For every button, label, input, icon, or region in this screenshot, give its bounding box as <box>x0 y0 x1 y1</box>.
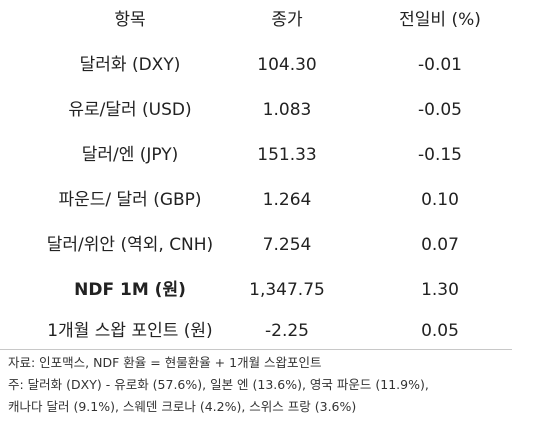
table-row: 달러화 (DXY) 104.30 -0.01 <box>0 45 550 85</box>
row-close: 1.264 <box>262 190 312 210</box>
row-close: 151.33 <box>257 145 317 165</box>
row-change: 1.30 <box>421 280 459 300</box>
source-note: 자료: 인포맥스, NDF 환율 = 현물환율 + 1개월 스왑포인트 <box>8 355 322 370</box>
table-notes: 자료: 인포맥스, NDF 환율 = 현물환율 + 1개월 스왑포인트 주: 달… <box>8 352 548 418</box>
row-close: 7.254 <box>262 235 312 255</box>
row-change: -0.15 <box>418 145 462 165</box>
row-change: -0.05 <box>418 100 462 120</box>
table-row: 1개월 스왑 포인트 (원) -2.25 0.05 <box>0 311 550 351</box>
row-item: 달러화 (DXY) <box>79 55 181 75</box>
header-change: 전일비 (%) <box>399 10 481 30</box>
table-row: 파운드/ 달러 (GBP) 1.264 0.10 <box>0 180 550 220</box>
table-header-row: 항목 종가 전일비 (%) <box>0 0 550 40</box>
row-close: -2.25 <box>265 321 309 341</box>
table-row: 달러/위안 (역외, CNH) 7.254 0.07 <box>0 225 550 265</box>
row-close: 1,347.75 <box>249 280 325 300</box>
table-row: 유로/달러 (USD) 1.083 -0.05 <box>0 90 550 130</box>
row-item: 1개월 스왑 포인트 (원) <box>47 321 213 341</box>
header-close: 종가 <box>271 10 303 30</box>
row-change: 0.05 <box>421 321 459 341</box>
row-item: NDF 1M (원) <box>74 280 186 300</box>
row-close: 104.30 <box>257 55 317 75</box>
header-item: 항목 <box>114 10 146 30</box>
table-row-highlight: NDF 1M (원) 1,347.75 1.30 <box>0 270 550 310</box>
row-change: 0.07 <box>421 235 459 255</box>
row-change: -0.01 <box>418 55 462 75</box>
row-close: 1.083 <box>262 100 312 120</box>
row-item: 유로/달러 (USD) <box>68 100 192 120</box>
row-item: 달러/엔 (JPY) <box>81 145 179 165</box>
row-change: 0.10 <box>421 190 459 210</box>
table-divider <box>0 349 512 350</box>
row-item: 파운드/ 달러 (GBP) <box>58 190 202 210</box>
table-row: 달러/엔 (JPY) 151.33 -0.15 <box>0 135 550 175</box>
basket-note-line-2: 캐나다 달러 (9.1%), 스웨덴 크로나 (4.2%), 스위스 프랑 (3… <box>8 399 357 414</box>
basket-note-line-1: 주: 달러화 (DXY) - 유로화 (57.6%), 일본 엔 (13.6%)… <box>8 377 429 392</box>
row-item: 달러/위안 (역외, CNH) <box>46 235 214 255</box>
